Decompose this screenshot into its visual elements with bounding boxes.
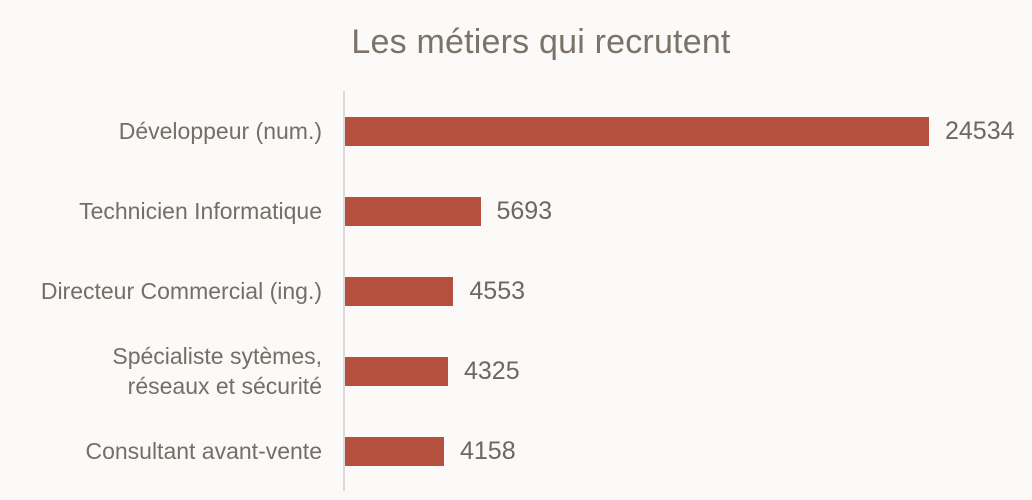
category-label: Spécialiste sytèmes, réseaux et sécurité bbox=[112, 342, 322, 399]
bar bbox=[345, 356, 448, 386]
value-label: 4325 bbox=[464, 356, 520, 385]
bar-row: Développeur (num.) 24534 bbox=[0, 91, 1032, 171]
bar-rows: Développeur (num.) 24534 Technicien Inform… bbox=[0, 91, 1032, 491]
bar-row: Consultant avant-vente 4158 bbox=[0, 411, 1032, 491]
bar-row: Technicien Informatique 5693 bbox=[0, 171, 1032, 251]
plot-area: Développeur (num.) 24534 Technicien Inform… bbox=[0, 91, 1032, 491]
value-label: 4158 bbox=[460, 436, 516, 465]
category-label: Développeur (num.) bbox=[118, 117, 322, 144]
chart-title: Les métiers qui recrutent bbox=[351, 23, 731, 61]
bar-plot: 24534 bbox=[345, 116, 1032, 146]
bar bbox=[345, 116, 929, 146]
value-label: 5693 bbox=[496, 196, 553, 225]
bar-plot: 4158 bbox=[345, 436, 1032, 466]
category-label: Consultant avant-vente bbox=[85, 437, 322, 464]
category-label: Directeur Commercial (ing.) bbox=[40, 277, 322, 304]
y-axis-line bbox=[343, 91, 345, 491]
bar-plot: 4325 bbox=[345, 356, 1032, 386]
bar-plot: 5693 bbox=[345, 196, 1032, 226]
bar bbox=[345, 436, 444, 466]
value-label: 4553 bbox=[469, 276, 526, 305]
bar bbox=[345, 196, 481, 226]
bar bbox=[345, 276, 454, 306]
category-label: Technicien Informatique bbox=[79, 197, 322, 224]
value-label: 24534 bbox=[945, 116, 1015, 145]
bar-row: Spécialiste sytèmes, réseaux et sécurité… bbox=[0, 331, 1032, 411]
bar-row: Directeur Commercial (ing.) 4553 bbox=[0, 251, 1032, 331]
bar-plot: 4553 bbox=[345, 276, 1032, 306]
